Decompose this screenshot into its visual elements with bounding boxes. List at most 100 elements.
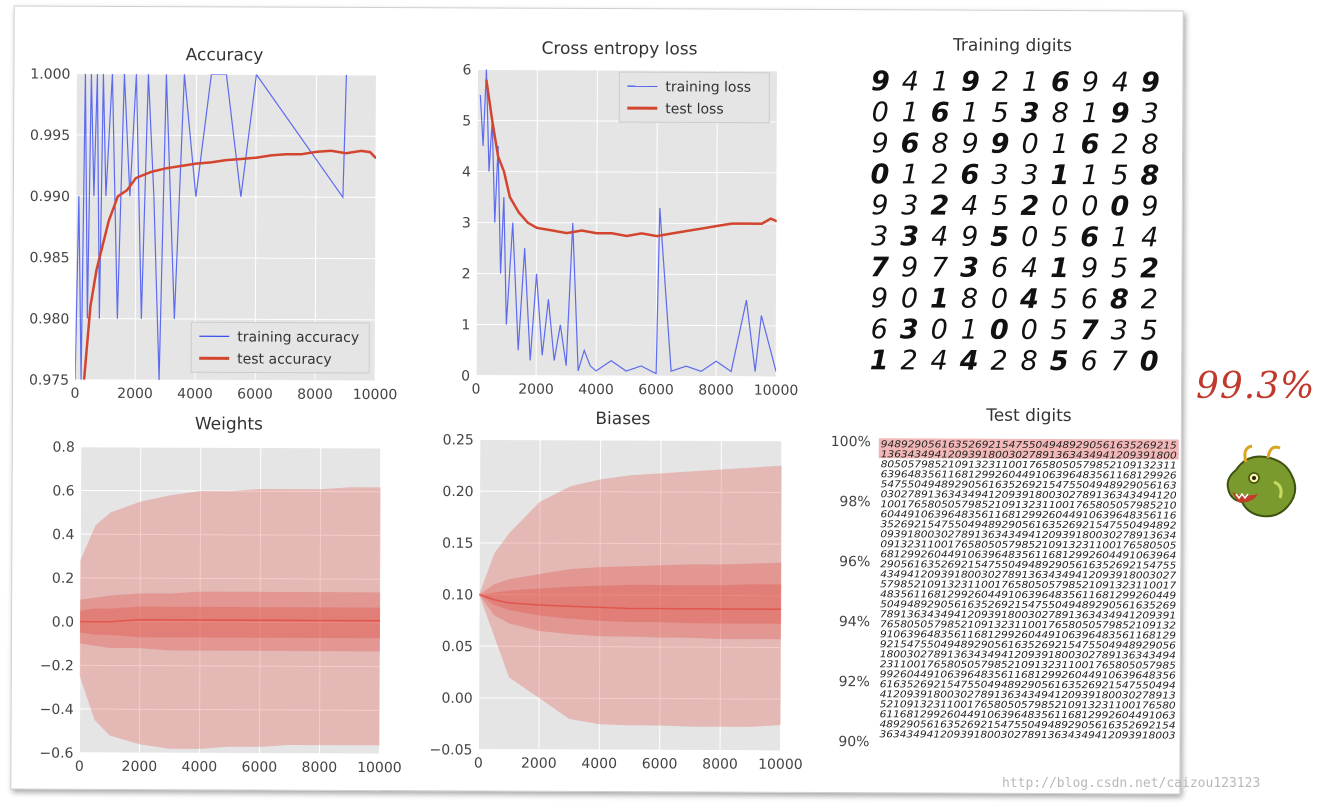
y-tick-label: 0.8 [52,440,74,456]
test-digit-row: 2311001765805057985210913231100176580505… [880,659,1176,671]
x-tick-label: 4000 [578,382,614,398]
x-tick-label: 2000 [122,759,158,775]
gridline [75,195,376,198]
training-digit: 7 [870,252,889,283]
training-digit: 7 [1080,315,1099,346]
test-digit-row: 5798521091323110017658050579852109132311… [880,579,1176,591]
gridline [318,447,322,754]
test-digit-row: 0913231100176580505798521091323110017658… [880,539,1176,551]
series-line [485,79,778,238]
gridline [779,440,783,751]
test-digit-row: 6116812992604491063964835611681299260449… [880,709,1176,721]
gridline [134,73,137,380]
y-tick-label: 0.995 [30,128,70,144]
training-digit: 9 [991,129,1010,160]
training-digit: 8 [1110,284,1129,315]
training-digit: 2 [991,346,1008,377]
training-digit: 8 [1052,98,1069,129]
gridline [75,256,376,260]
gridline [138,447,142,754]
test-digit-row: 4835611681299260449106396483561168129926… [880,589,1176,601]
test-digit-row: 7891363434941209391800302789136343494120… [880,609,1176,621]
y-tick-label: −0.4 [40,702,74,718]
training-digit: 3 [1021,98,1040,129]
training-digit: 9 [961,67,980,98]
training-digit: 3 [1111,315,1128,346]
training-digit: 1 [961,315,978,346]
series-line [479,69,777,375]
y-tick-label: 90% [838,734,869,750]
legend-box [190,321,370,374]
training-digit: 4 [902,66,919,97]
y-tick-label: 3 [462,215,471,231]
loss-chart: Cross entropy loss 0 1 2 3 4 5 6 0 2000 4000 6000 8… [461,39,799,399]
training-digit: 8 [1141,160,1160,191]
gridline [598,440,602,751]
training-digit: 8 [931,128,948,159]
training-digit: 5 [991,191,1008,222]
training-digit: 2 [930,190,949,221]
test-digit-row: 3634349412093918003027891363434941209391… [880,729,1176,741]
training-digit: 4 [1021,253,1038,284]
test-digit-row: 6163526921547550494892905616352692154755… [880,679,1176,691]
training-digit: 6 [961,160,980,191]
y-tick-label: 6 [462,62,471,78]
series-line [75,73,348,381]
y-tick-label: 0.990 [30,189,70,205]
gridline [479,438,782,442]
training-digits-panel: Training digits 9 4 1 9 2 1 6 9 4 90 1 6 1 5 3 8 1 9 39 6 8 9… [870,36,1160,378]
training-digit: 9 [901,252,918,283]
test-digit-row: 5049489290561635269215475504948929056163… [880,599,1176,611]
test-digit-row: 1363434941209391800302789136343494120939… [881,449,1177,461]
median-line [478,593,782,610]
training-digit: 1 [1051,129,1068,160]
training-digit: 1 [1081,160,1098,191]
training-digit: 3 [1021,160,1038,191]
training-digit: 0 [990,315,1009,346]
chart-title: Biases [595,409,650,429]
y-tick-label: −0.6 [39,746,73,762]
gridline [478,645,781,648]
training-digit: 3 [960,253,979,284]
y-tick-label: 5 [462,113,471,129]
training-digit: 9 [871,283,888,314]
y-tick-label: 0.4 [52,527,74,543]
training-digit: 2 [901,345,918,376]
test-digit-row: 1001765805057985210913231100176580505798… [881,499,1177,511]
training-digit: 6 [901,128,920,159]
training-digit: 4 [931,345,948,376]
training-digit: 6 [871,314,888,345]
percentile-band [479,584,782,624]
training-digit: 1 [1111,222,1128,253]
dashboard-card: Accuracy 0.975 0.980 0.985 0.990 0.995 1.000 0… [10,5,1184,795]
training-digit: 5 [1111,160,1128,191]
chart-title: Cross entropy loss [541,39,697,60]
x-tick-label: 2000 [117,386,153,402]
training-digit: 9 [1111,98,1130,129]
gridline [477,68,778,72]
y-tick-label: 0.15 [442,536,473,552]
y-tick-label: 100% [831,434,871,450]
y-tick-label: 1 [461,317,470,333]
gridline [79,708,380,711]
annotation-text: 99.3% [1196,366,1316,407]
accuracy-chart: Accuracy 0.975 0.980 0.985 0.990 0.995 1.000 0… [29,45,397,403]
misclassified-highlight [878,438,1179,460]
y-tick-label: 1.000 [30,67,70,83]
training-digit: 9 [871,66,890,97]
y-tick-label: −0.05 [430,742,473,758]
weights-chart: Weights −0.6 −0.4 −0.2 0.0 0.2 0.4 0.6 0.8 0 2000… [39,414,401,776]
training-digit: 1 [901,159,918,190]
test-digit-row: 0939180030278913634349412093918003027891… [880,529,1176,541]
training-digit: 8 [1141,129,1158,160]
x-tick-label: 6000 [638,382,674,398]
percentile-band [479,562,782,640]
x-tick-label: 10000 [754,383,799,399]
x-tick-label: 10000 [758,757,803,773]
gridline [476,272,777,276]
y-tick-label: −0.2 [40,658,74,674]
training-digit: 0 [1021,129,1038,160]
training-digit: 0 [871,159,890,190]
training-digit: 0 [1140,346,1159,377]
training-digit: 0 [1021,315,1038,346]
